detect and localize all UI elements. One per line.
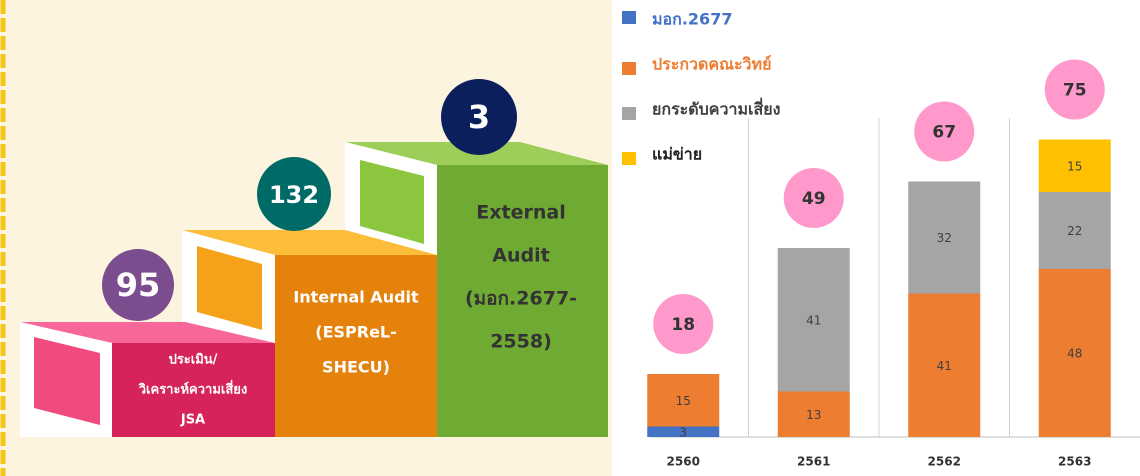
total-label: 18 bbox=[671, 315, 695, 335]
step-badge-text: 95 bbox=[116, 266, 161, 304]
total-badge bbox=[653, 294, 714, 354]
step-badge-text: 3 bbox=[468, 98, 490, 136]
bar-segment bbox=[1038, 192, 1111, 269]
total-label: 67 bbox=[932, 123, 956, 143]
step-label: Internal Audit bbox=[293, 288, 419, 307]
segment-label: 15 bbox=[676, 394, 691, 408]
legend-swatch bbox=[622, 107, 636, 120]
x-tick-label: 2561 bbox=[797, 455, 830, 469]
total-label: 75 bbox=[1063, 81, 1087, 101]
total-label: 49 bbox=[802, 189, 826, 209]
segment-label: 41 bbox=[937, 359, 952, 373]
step-front bbox=[437, 165, 608, 437]
x-tick-label: 2562 bbox=[928, 455, 961, 469]
step-badge bbox=[441, 79, 517, 155]
step-badge bbox=[257, 157, 331, 231]
legend-label: แม่ข่าย bbox=[652, 145, 702, 164]
step-top bbox=[182, 230, 437, 255]
bar-segment bbox=[1038, 269, 1111, 437]
step-badge bbox=[102, 249, 174, 321]
step-label: 2558) bbox=[490, 331, 552, 353]
segment-label: 13 bbox=[806, 408, 821, 422]
total-badge bbox=[1044, 59, 1105, 120]
legend-swatch bbox=[622, 152, 636, 165]
legend-label: ยกระดับความเสี่ยง bbox=[652, 98, 780, 119]
legend-label: ประกวดคณะวิทย์ bbox=[652, 55, 771, 74]
bar-segment bbox=[1038, 139, 1111, 192]
legend-swatch bbox=[622, 11, 636, 24]
total-badge bbox=[783, 168, 844, 228]
bar-segment bbox=[908, 293, 981, 437]
step-window bbox=[197, 246, 262, 330]
step-label: วิเคราะห์ความเสี่ยง bbox=[138, 380, 247, 398]
legend-label: มอก.2677 bbox=[652, 10, 732, 29]
segment-label: 48 bbox=[1067, 347, 1082, 361]
segment-label: 41 bbox=[806, 313, 821, 327]
step-label: (มอก.2677- bbox=[465, 288, 577, 310]
step-label: External bbox=[476, 202, 565, 224]
bar-segment bbox=[647, 374, 720, 427]
step-texts: ประเมิน/วิเคราะห์ความเสี่ยง JSA Internal A… bbox=[138, 202, 577, 428]
bar-segment bbox=[777, 248, 850, 392]
x-tick-label: 2560 bbox=[667, 455, 700, 469]
step-top bbox=[20, 322, 275, 343]
x-tick-label: 2563 bbox=[1058, 455, 1091, 469]
step-label: SHECU) bbox=[322, 358, 390, 377]
segment-label: 3 bbox=[679, 425, 687, 439]
step-badge-text: 132 bbox=[269, 181, 319, 209]
step-label: Audit bbox=[492, 245, 549, 267]
step-window bbox=[360, 160, 424, 244]
legend-swatch bbox=[622, 62, 636, 75]
total-badge bbox=[914, 101, 975, 162]
bar-segment bbox=[647, 426, 720, 437]
step-front bbox=[275, 255, 437, 437]
step-label: JSA bbox=[180, 413, 205, 428]
step-label: ประเมิน/ bbox=[169, 353, 218, 368]
segment-label: 22 bbox=[1067, 224, 1082, 238]
step-label: (ESPReL- bbox=[315, 323, 397, 342]
segment-label: 15 bbox=[1067, 159, 1082, 173]
chart: 3 15 18 2560 13 41 49 2561 41 32 67 2562 48 22 15 75 256… bbox=[622, 10, 1140, 469]
segment-label: 32 bbox=[937, 231, 952, 245]
step-front bbox=[112, 343, 275, 437]
step-window bbox=[34, 337, 100, 425]
bar-segment bbox=[908, 181, 981, 294]
bar-segment bbox=[777, 391, 850, 437]
